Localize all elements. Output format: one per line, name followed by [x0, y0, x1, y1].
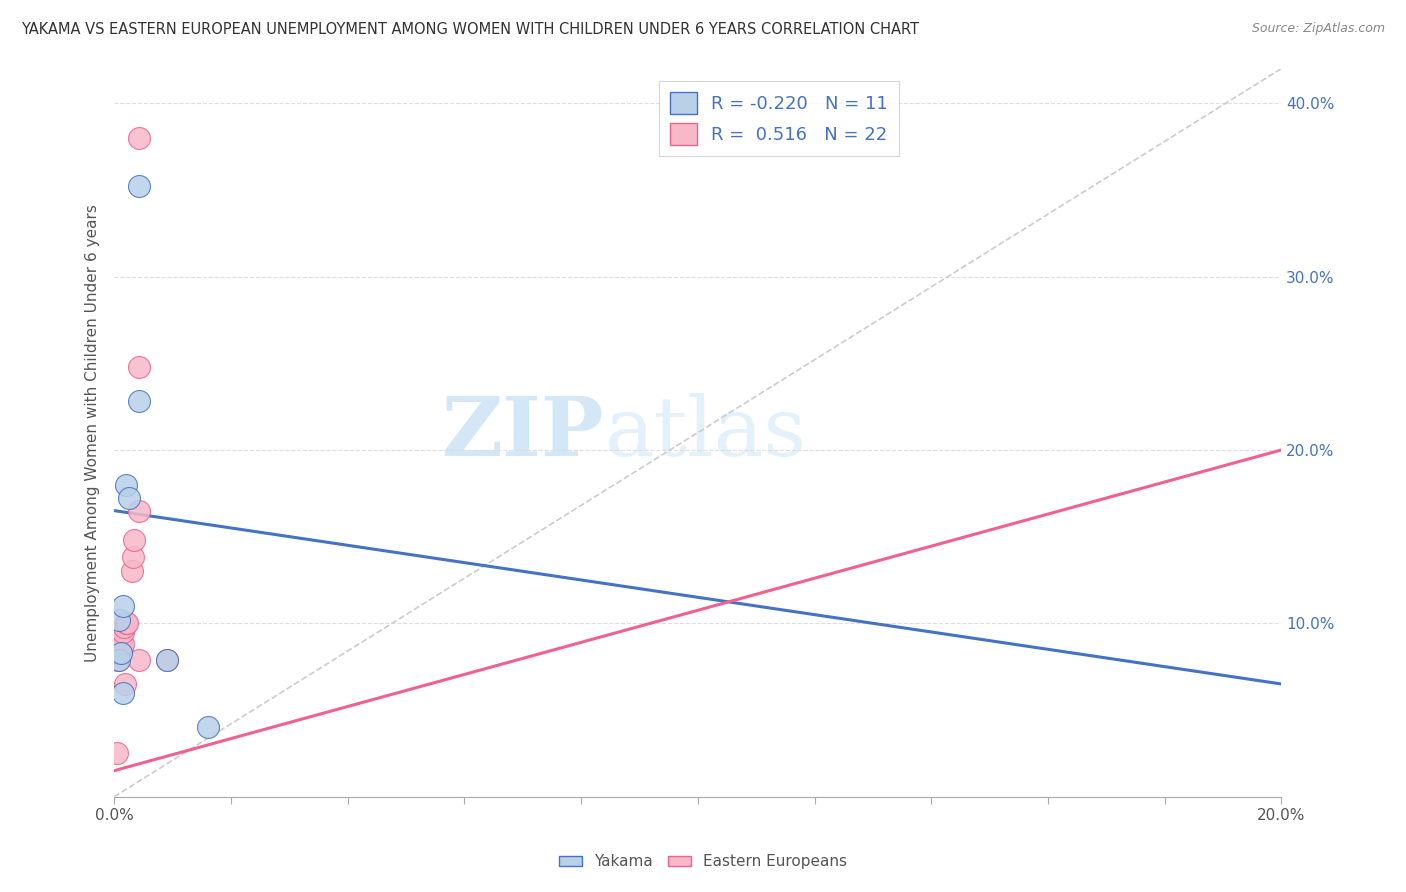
- Point: [107, 646, 129, 660]
- Point: [111, 624, 134, 639]
- Point: [115, 616, 138, 631]
- Point: [121, 564, 143, 578]
- Point: [118, 491, 141, 506]
- Point: [108, 653, 131, 667]
- Y-axis label: Unemployment Among Women with Children Under 6 years: Unemployment Among Women with Children U…: [86, 203, 100, 662]
- Point: [105, 747, 128, 761]
- Point: [156, 653, 179, 667]
- Point: [111, 642, 134, 657]
- Legend: Yakama, Eastern Europeans: Yakama, Eastern Europeans: [553, 848, 853, 875]
- Point: [108, 642, 131, 657]
- Point: [121, 550, 143, 565]
- Point: [156, 653, 179, 667]
- Point: [108, 613, 131, 627]
- Point: [107, 653, 129, 667]
- Point: [111, 637, 134, 651]
- Legend: R = -0.220   N = 11, R =  0.516   N = 22: R = -0.220 N = 11, R = 0.516 N = 22: [659, 81, 898, 156]
- Point: [128, 179, 150, 194]
- Point: [128, 503, 150, 517]
- Text: atlas: atlas: [605, 392, 807, 473]
- Point: [111, 686, 134, 700]
- Point: [111, 599, 134, 613]
- Text: Source: ZipAtlas.com: Source: ZipAtlas.com: [1251, 22, 1385, 36]
- Point: [115, 616, 138, 631]
- Point: [112, 620, 135, 634]
- Point: [122, 533, 145, 547]
- Point: [128, 359, 150, 374]
- Point: [197, 720, 219, 734]
- Point: [128, 131, 150, 145]
- Point: [114, 677, 136, 691]
- Point: [110, 646, 132, 660]
- Point: [110, 637, 132, 651]
- Text: ZIP: ZIP: [441, 392, 605, 473]
- Text: YAKAMA VS EASTERN EUROPEAN UNEMPLOYMENT AMONG WOMEN WITH CHILDREN UNDER 6 YEARS : YAKAMA VS EASTERN EUROPEAN UNEMPLOYMENT …: [21, 22, 920, 37]
- Point: [128, 653, 150, 667]
- Point: [108, 646, 131, 660]
- Point: [115, 477, 138, 491]
- Point: [110, 633, 132, 648]
- Point: [128, 394, 150, 409]
